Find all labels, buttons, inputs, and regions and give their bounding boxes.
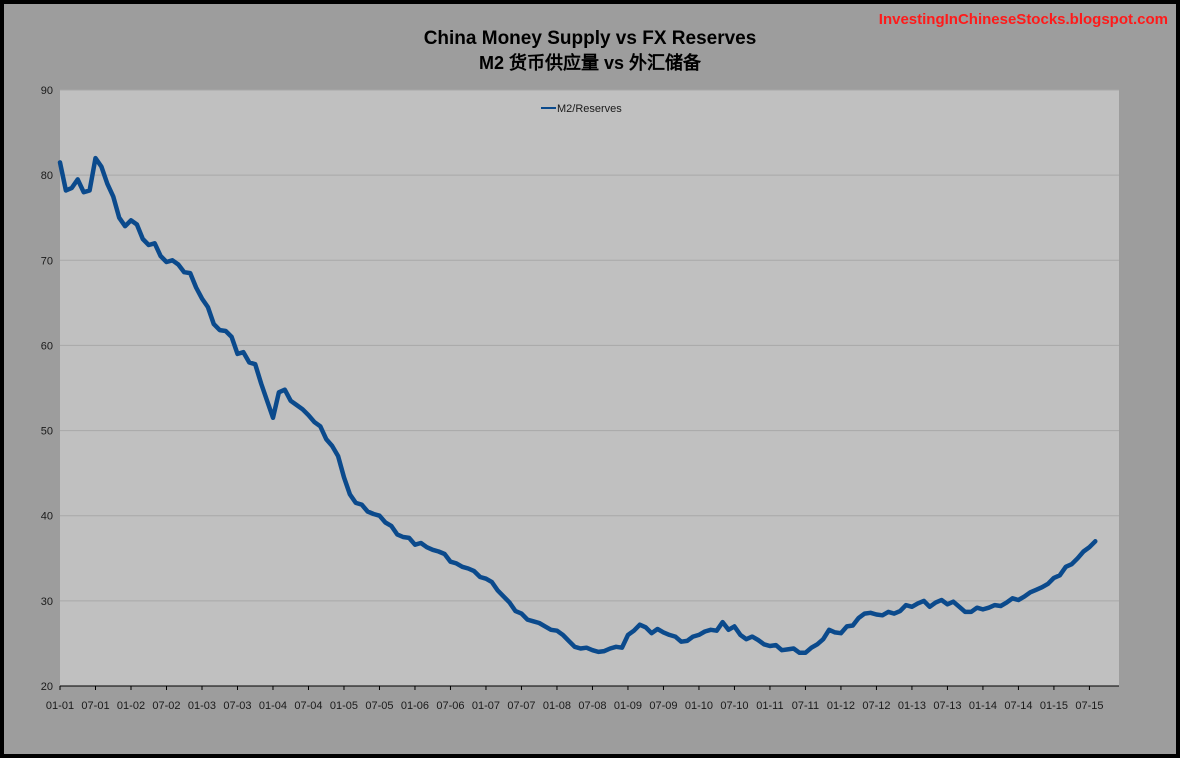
x-tick-label: 01-05	[330, 700, 358, 712]
legend-label: M2/Reserves	[557, 103, 622, 115]
y-tick-label: 70	[41, 255, 53, 267]
x-tick-label: 07-13	[933, 700, 961, 712]
y-tick-label: 80	[41, 170, 53, 182]
x-tick-label: 07-11	[792, 700, 819, 712]
y-tick-label: 40	[41, 511, 53, 523]
x-tick-label: 01-11	[756, 700, 783, 712]
x-tick-label: 07-04	[294, 700, 322, 712]
x-tick-label: 01-10	[685, 700, 713, 712]
x-tick-label: 07-15	[1075, 700, 1103, 712]
x-tick-label: 01-14	[969, 700, 997, 712]
plot-area	[60, 90, 1119, 686]
x-tick-label: 07-01	[81, 700, 109, 712]
watermark-text: InvestingInChineseStocks.blogspot.com	[879, 11, 1168, 28]
x-tick-label: 01-01	[46, 700, 74, 712]
x-tick-label: 07-09	[649, 700, 677, 712]
x-tick-label: 07-05	[365, 700, 393, 712]
y-tick-label: 50	[41, 426, 53, 438]
x-tick-label: 01-09	[614, 700, 642, 712]
x-tick-label: 01-04	[259, 700, 287, 712]
x-tick-label: 07-12	[862, 700, 890, 712]
chart-title: China Money Supply vs FX Reserves	[424, 28, 757, 49]
y-axis-ticks: 20 30 40 50 60 70 80 90	[41, 85, 53, 693]
x-tick-label: 07-10	[720, 700, 748, 712]
y-tick-label: 30	[41, 596, 53, 608]
x-tick-label: 07-06	[436, 700, 464, 712]
x-tick-label: 01-07	[472, 700, 500, 712]
x-tick-label: 07-02	[152, 700, 180, 712]
x-tick-label: 01-13	[898, 700, 926, 712]
x-axis-ticks: 01-01 07-01 01-02 07-02 01-03 07-03 01-04 07-04…	[46, 686, 1103, 712]
y-tick-label: 20	[41, 681, 53, 693]
x-tick-label: 01-06	[401, 700, 429, 712]
x-tick-label: 01-12	[827, 700, 855, 712]
y-tick-label: 60	[41, 340, 53, 352]
x-tick-label: 01-02	[117, 700, 145, 712]
x-tick-label: 01-08	[543, 700, 571, 712]
x-tick-label: 01-15	[1040, 700, 1068, 712]
x-tick-label: 07-14	[1004, 700, 1032, 712]
series-line-m2-reserves	[57, 155, 1098, 656]
x-tick-label: 07-07	[507, 700, 535, 712]
y-tick-label: 90	[41, 85, 53, 97]
x-tick-label: 01-03	[188, 700, 216, 712]
x-tick-label: 07-03	[223, 700, 251, 712]
chart-subtitle: M2 货币供应量 vs 外汇储备	[479, 52, 702, 73]
x-tick-label: 07-08	[578, 700, 606, 712]
chart-legend: M2/Reserves	[541, 103, 622, 115]
